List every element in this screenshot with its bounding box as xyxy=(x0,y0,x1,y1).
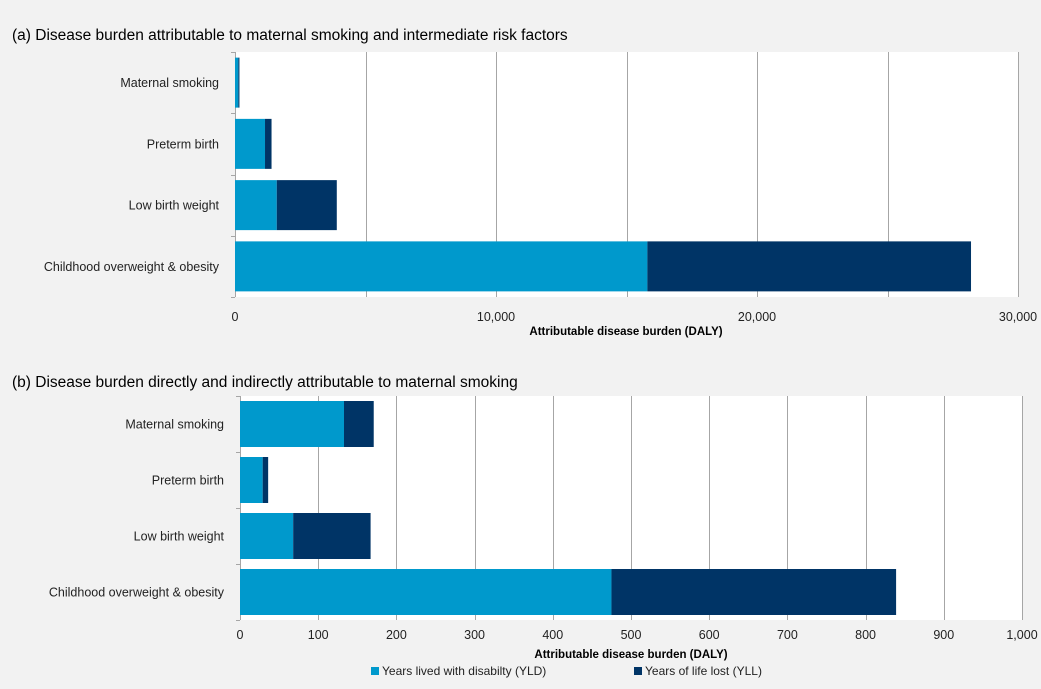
panel-b-bar-yld xyxy=(240,401,345,447)
panel-b-tick-label: 500 xyxy=(621,628,642,642)
panel-b: (b) Disease burden directly and indirect… xyxy=(12,374,1038,661)
panel-a-title: (a) Disease burden attributable to mater… xyxy=(12,27,568,44)
panel-b-bar-yll xyxy=(344,401,374,447)
panel-a-bar-yld xyxy=(235,241,648,292)
panel-a-tick-labels: 0 10,000 20,000 30,000 xyxy=(232,310,1038,324)
panel-b-bar-yld xyxy=(240,457,263,503)
panel-b-title: (b) Disease burden directly and indirect… xyxy=(12,374,518,391)
panel-b-tick-label: 100 xyxy=(308,628,329,642)
legend-label-yld: Years lived with disabilty (YLD) xyxy=(382,664,546,678)
panel-a-tick-label: 0 xyxy=(232,310,239,324)
panel-a-category-labels: Maternal smoking Preterm birth Low birth w… xyxy=(44,76,220,274)
panel-a-tick-label: 20,000 xyxy=(738,310,776,324)
panel-a-bar-yld xyxy=(235,118,266,169)
panel-b-tick-label: 200 xyxy=(386,628,407,642)
panel-b-category-label: Maternal smoking xyxy=(125,418,224,432)
panel-a-category-label: Low birth weight xyxy=(129,199,220,213)
panel-a: (a) Disease burden attributable to mater… xyxy=(12,27,1037,338)
panel-b-tick-label: 400 xyxy=(542,628,563,642)
panel-b-tick-label: 300 xyxy=(464,628,485,642)
panel-a-bar-yll xyxy=(265,118,272,169)
panel-b-x-axis-title: Attributable disease burden (DALY) xyxy=(534,649,727,661)
panel-a-category-label: Preterm birth xyxy=(147,137,219,151)
legend-swatch-yld xyxy=(371,667,379,675)
panel-a-category-label: Childhood overweight & obesity xyxy=(44,260,220,274)
panel-a-bar-yld xyxy=(235,180,277,231)
panel-a-bar-yll xyxy=(238,57,240,108)
panel-b-bar-yll xyxy=(262,457,269,503)
panel-b-bar-yll xyxy=(293,513,371,559)
panel-b-tick-label: 700 xyxy=(777,628,798,642)
panel-a-x-axis-title: Attributable disease burden (DALY) xyxy=(529,326,722,338)
panel-a-bar-yld xyxy=(235,57,239,108)
panel-b-bar-yld xyxy=(240,513,294,559)
panel-b-tick-label: 900 xyxy=(933,628,954,642)
panel-b-category-label: Preterm birth xyxy=(152,474,224,488)
panel-b-tick-label: 600 xyxy=(699,628,720,642)
legend-label-yll: Years of life lost (YLL) xyxy=(645,664,762,678)
panel-a-tick-label: 30,000 xyxy=(999,310,1037,324)
panel-b-category-label: Low birth weight xyxy=(134,530,225,544)
panel-b-category-labels: Maternal smoking Preterm birth Low birth w… xyxy=(49,418,225,600)
panel-b-tick-label: 1,000 xyxy=(1006,628,1037,642)
panel-b-category-label: Childhood overweight & obesity xyxy=(49,586,225,600)
panel-b-tick-label: 0 xyxy=(237,628,244,642)
panel-b-tick-labels: 0 100 200 300 400 500 600 700 800 900 1,000 xyxy=(237,628,1038,642)
panel-a-bars xyxy=(235,57,972,292)
panel-a-bar-yll xyxy=(276,180,337,231)
panel-a-tick-label: 10,000 xyxy=(477,310,515,324)
panel-b-bar-yll xyxy=(611,569,897,615)
panel-a-category-label: Maternal smoking xyxy=(120,76,219,90)
panel-b-bar-yld xyxy=(240,569,612,615)
legend: Years lived with disabilty (YLD) Years o… xyxy=(371,664,762,678)
panel-b-bars xyxy=(240,401,897,615)
panel-a-bar-yll xyxy=(647,241,972,292)
panel-b-tick-label: 800 xyxy=(855,628,876,642)
legend-swatch-yll xyxy=(634,667,642,675)
